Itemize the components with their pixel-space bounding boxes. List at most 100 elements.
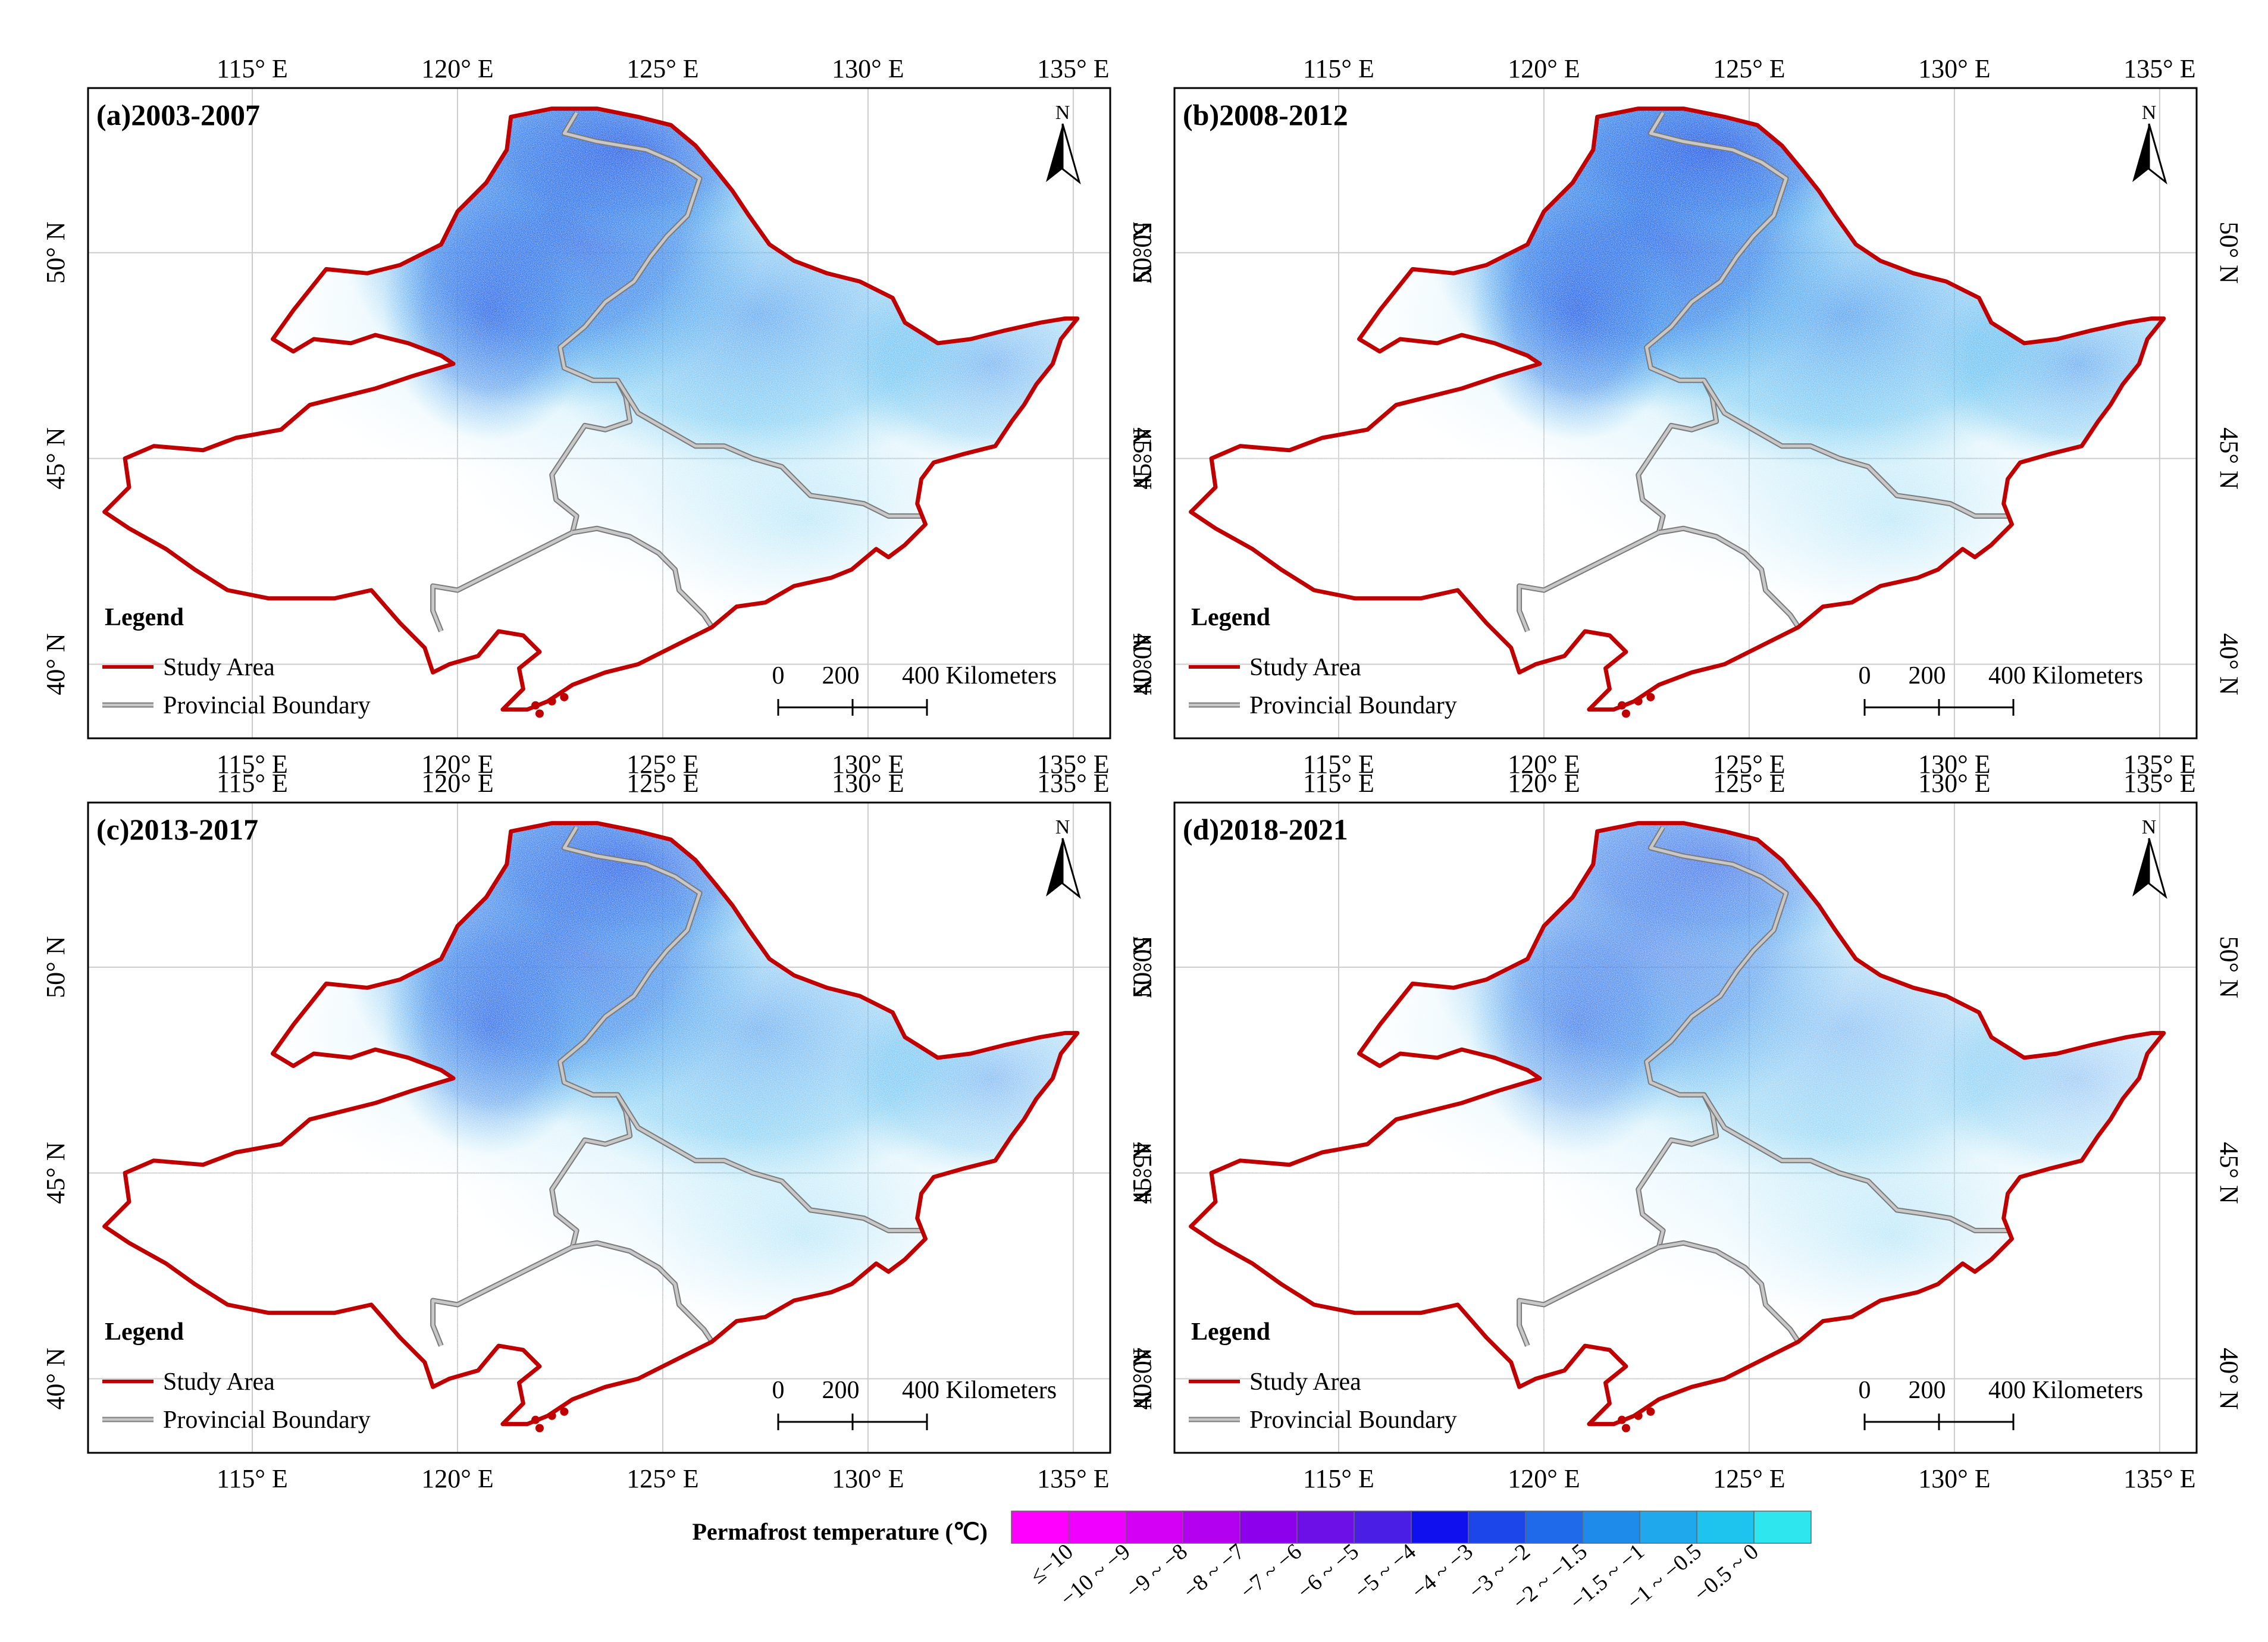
- scale-tick-label: 0: [1859, 662, 1871, 690]
- lat-label-left: 45° N: [1127, 1142, 1157, 1204]
- island-mark: [547, 697, 556, 706]
- scale-bar: 0 200 400 Kilometers: [772, 662, 1057, 716]
- lon-label-bottom: 125° E: [626, 1464, 698, 1493]
- panel-title: (c)2013-2017: [96, 813, 258, 846]
- colorbar-cell: [1068, 1511, 1126, 1544]
- panel-title: (a)2003-2007: [96, 98, 260, 131]
- lon-label-top: 125° E: [626, 54, 698, 83]
- scale-tick-label: 200: [822, 662, 860, 690]
- lon-label-bottom: 130° E: [1918, 750, 1990, 779]
- island-mark: [560, 692, 569, 701]
- lat-label-left: 40° N: [1127, 633, 1157, 695]
- lon-label-bottom: 120° E: [421, 750, 493, 779]
- svg-text:N: N: [1055, 816, 1070, 838]
- lat-label-right: 50° N: [2214, 222, 2244, 284]
- lon-label-bottom: 120° E: [1508, 750, 1580, 779]
- lon-label-top: 120° E: [421, 769, 493, 798]
- scale-tick-label: 400 Kilometers: [1988, 662, 2143, 690]
- lon-label-bottom: 115° E: [1303, 1464, 1374, 1493]
- lon-label-top: 130° E: [832, 769, 904, 798]
- map-frame: [1173, 801, 2198, 1454]
- map-legend: Legend Study Area Provincial Boundary: [1189, 1318, 1457, 1434]
- lat-label-right: 50° N: [1128, 936, 1157, 998]
- colorbar-label: −5 ~ −4: [1350, 1539, 1421, 1605]
- colorbar-label: −4 ~ −3: [1407, 1539, 1478, 1605]
- colorbar-cell: [1753, 1511, 1812, 1544]
- panel-title: (d)2018-2021: [1183, 813, 1348, 846]
- study-area-outline: [102, 821, 1080, 1427]
- study-area-outline: [102, 106, 1080, 712]
- provincial-boundary: [1517, 111, 2008, 632]
- colorbar-cell: [1468, 1511, 1526, 1544]
- colorbar-cell: [1239, 1511, 1298, 1544]
- lat-label-left: 45° N: [41, 1142, 70, 1204]
- map-legend: Legend Study Area Provincial Boundary: [102, 604, 371, 719]
- colorbar-cell: [1639, 1511, 1697, 1544]
- scale-tick-label: 200: [822, 1377, 860, 1404]
- colorbar-label: −9 ~ −8: [1122, 1539, 1192, 1605]
- lon-label-top: 115° E: [1303, 769, 1374, 798]
- lon-label-top: 115° E: [217, 769, 288, 798]
- lat-label-left: 50° N: [1127, 222, 1157, 284]
- colorbar-cell: [1296, 1511, 1355, 1544]
- legend-label-provincial-boundary: Provincial Boundary: [163, 692, 371, 719]
- scale-bar: 0 200 400 Kilometers: [1859, 662, 2143, 716]
- legend-title: Legend: [1191, 604, 1270, 631]
- lon-label-top: 120° E: [1508, 54, 1580, 83]
- lon-label-top: 135° E: [2123, 54, 2195, 83]
- scale-tick-label: 200: [1909, 1377, 1946, 1404]
- scale-tick-label: 400 Kilometers: [902, 1377, 1057, 1404]
- lon-label-top: 125° E: [626, 769, 698, 798]
- island-mark: [1618, 701, 1627, 710]
- lon-label-top: 115° E: [217, 54, 288, 83]
- lat-label-left: 50° N: [41, 222, 70, 284]
- island-mark: [531, 1415, 540, 1424]
- lon-label-bottom: 135° E: [2123, 750, 2195, 779]
- lat-label-left: 40° N: [41, 1348, 70, 1409]
- colorbar-label: −0.5 ~ 0: [1689, 1539, 1763, 1607]
- colorbar-cell: [1182, 1511, 1240, 1544]
- colorbar-cell: [1354, 1511, 1412, 1544]
- lat-label-right: 50° N: [2214, 936, 2244, 998]
- svg-text:N: N: [2142, 102, 2157, 124]
- study-area-outline: [1189, 821, 2166, 1427]
- provincial-boundary: [1517, 826, 2008, 1347]
- lon-label-bottom: 120° E: [1508, 1464, 1580, 1493]
- lat-label-right: 45° N: [2214, 1142, 2244, 1204]
- lat-label-left: 50° N: [1127, 936, 1157, 998]
- lon-label-top: 130° E: [832, 54, 904, 83]
- map-frame: [87, 87, 1111, 739]
- scale-bar: 0 200 400 Kilometers: [772, 1377, 1057, 1430]
- lon-label-bottom: 125° E: [1713, 750, 1785, 779]
- lon-label-bottom: 125° E: [1713, 1464, 1785, 1493]
- legend-label-provincial-boundary: Provincial Boundary: [1249, 692, 1457, 719]
- lon-label-top: 135° E: [1037, 54, 1109, 83]
- lon-label-top: 130° E: [1918, 54, 1990, 83]
- scale-tick-label: 400 Kilometers: [902, 662, 1057, 690]
- map-panel-d: (d)2018-2021 115° E 115° E 120° E 120° E 125°…: [1127, 769, 2244, 1493]
- north-arrow-icon: N: [2132, 816, 2167, 900]
- lon-label-bottom: 115° E: [217, 1464, 288, 1493]
- legend-title: Legend: [1191, 1318, 1270, 1346]
- legend-label-study-area: Study Area: [163, 654, 275, 681]
- colorbar-title: Permafrost temperature (℃): [692, 1518, 988, 1545]
- lat-label-right: 40° N: [1128, 1348, 1157, 1409]
- scale-tick-label: 400 Kilometers: [1988, 1377, 2143, 1404]
- lon-label-top: 120° E: [1508, 769, 1580, 798]
- island-mark: [1646, 1407, 1655, 1416]
- provincial-boundary: [430, 826, 922, 1347]
- lat-label-left: 45° N: [41, 427, 70, 489]
- panel-title: (b)2008-2012: [1183, 98, 1348, 131]
- island-mark: [531, 701, 540, 710]
- lat-label-left: 45° N: [1127, 427, 1157, 489]
- lon-label-bottom: 130° E: [832, 750, 904, 779]
- legend-label-provincial-boundary: Provincial Boundary: [163, 1406, 371, 1434]
- lat-label-right: 40° N: [2214, 1348, 2244, 1409]
- lon-label-bottom: 130° E: [1918, 1464, 1990, 1493]
- lon-label-bottom: 115° E: [1303, 750, 1374, 779]
- colorbar-cell: [1525, 1511, 1583, 1544]
- map-legend: Legend Study Area Provincial Boundary: [102, 1318, 371, 1434]
- colorbar-cell: [1696, 1511, 1755, 1544]
- study-area-outline: [1189, 106, 2166, 712]
- island-mark: [1634, 1411, 1643, 1420]
